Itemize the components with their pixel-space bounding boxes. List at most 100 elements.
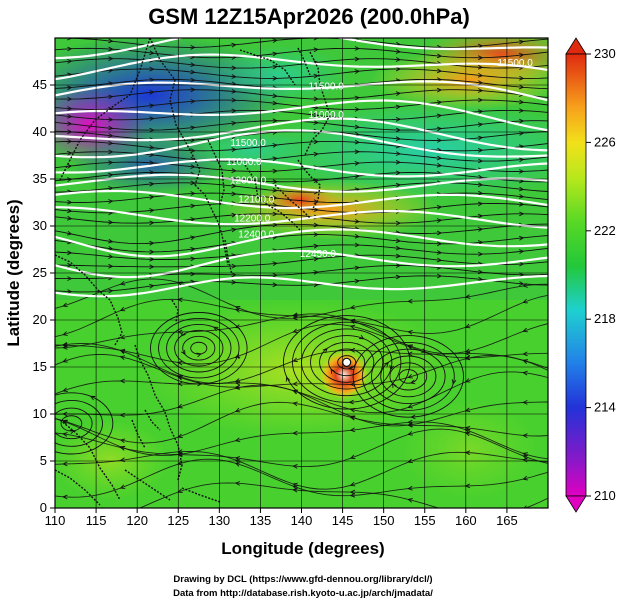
- streamline-arrow: [62, 331, 68, 336]
- streamline-arrow: [322, 347, 328, 353]
- streamline-arrow: [522, 433, 528, 438]
- vortex-streamline: [190, 341, 208, 355]
- streamline-arrow: [354, 106, 361, 112]
- map-title: GSM 12Z15Apr2026 (200.0hPa): [148, 4, 470, 29]
- streamline-arrow: [349, 382, 356, 387]
- streamline-arrow: [522, 359, 528, 364]
- streamline-arrow: [190, 235, 196, 241]
- colorbar-tick-label: 230: [594, 46, 616, 61]
- streamline-arrow: [348, 399, 354, 405]
- height-contour-line: [55, 38, 548, 60]
- streamline-arrow: [49, 403, 53, 407]
- streamline-arrow: [436, 273, 443, 279]
- y-tick-label: 5: [40, 453, 47, 468]
- streamline-arrow: [395, 253, 402, 259]
- streamline-arrow: [522, 454, 528, 460]
- streamline-arrow: [407, 329, 413, 335]
- streamline-arrow: [67, 250, 73, 256]
- streamline-arrow: [62, 302, 68, 308]
- streamline-arrow: [407, 351, 413, 357]
- streamline-arrow: [313, 207, 319, 212]
- streamline-arrow: [354, 242, 361, 248]
- streamline-arrow: [313, 112, 319, 118]
- streamline-arrow: [436, 250, 443, 255]
- streamline-arrow: [522, 298, 528, 304]
- streamline-arrow: [231, 108, 237, 114]
- streamline-arrow: [67, 163, 73, 169]
- streamline-arrow: [67, 121, 73, 126]
- streamline-arrow: [436, 218, 443, 223]
- x-tick-label: 125: [167, 513, 189, 528]
- x-tick-label: 110: [45, 513, 66, 528]
- streamline-arrow: [292, 389, 298, 395]
- streamline-arrow: [67, 199, 73, 205]
- streamline-arrow: [313, 151, 319, 157]
- streamline-arrow: [477, 227, 484, 232]
- streamline-arrow: [108, 56, 114, 62]
- colorbar-tick-label: 218: [594, 311, 616, 326]
- streamline-arrow: [354, 233, 361, 239]
- streamline-arrow: [108, 186, 114, 191]
- vortex-streamline: [55, 392, 114, 455]
- streamline-arrow: [313, 47, 319, 53]
- streamline-arrow: [477, 80, 484, 85]
- streamline-arrow: [272, 93, 278, 99]
- streamline-arrow: [149, 66, 155, 72]
- streamline-arrow: [66, 230, 73, 236]
- y-tick-label: 30: [33, 218, 47, 233]
- streamline-arrow: [395, 91, 402, 96]
- streamline-arrow: [436, 113, 443, 119]
- streamline-arrow: [395, 136, 402, 142]
- x-tick-label: 160: [455, 513, 477, 528]
- streamline-arrow: [313, 120, 319, 125]
- streamline-arrow: [436, 100, 443, 105]
- streamline-arrow: [292, 312, 298, 318]
- credit-data: Data from http://database.rish.kyoto-u.a…: [173, 588, 433, 599]
- streamline-arrow: [477, 43, 484, 49]
- streamline-arrow: [62, 494, 68, 500]
- streamline-arrow: [190, 164, 196, 169]
- streamline-arrow: [519, 211, 525, 217]
- x-tick-label: 130: [208, 513, 230, 528]
- colorbar-tick-label: 222: [594, 223, 616, 238]
- streamline-arrow: [391, 382, 397, 388]
- streamline-arrow: [395, 182, 402, 188]
- streamline-arrow: [62, 358, 68, 363]
- streamline-arrow: [108, 263, 114, 269]
- streamline-arrow: [272, 143, 278, 148]
- streamline-arrow: [119, 484, 126, 489]
- streamline-arrow: [436, 155, 443, 161]
- streamline-arrow: [272, 75, 278, 81]
- streamline-arrow: [354, 46, 361, 51]
- streamline-arrow: [436, 53, 443, 59]
- y-tick-label: 45: [33, 77, 47, 92]
- streamline-arrow: [231, 74, 237, 79]
- streamline-arrow: [522, 370, 528, 376]
- streamline-arrow: [407, 345, 413, 350]
- streamline-arrow: [519, 201, 525, 207]
- streamline-arrow: [272, 261, 278, 266]
- streamline-arrow: [108, 254, 114, 259]
- streamline-arrow: [62, 420, 68, 425]
- streamline-arrow: [231, 65, 237, 71]
- y-tick-label: 0: [40, 500, 47, 515]
- streamline-arrow: [62, 461, 68, 467]
- streamline-arrow: [519, 157, 525, 163]
- credit-drawing: Drawing by DCL (https://www.gfd-dennou.o…: [173, 574, 432, 585]
- streamline-arrow: [272, 64, 278, 70]
- streamline-arrow: [190, 217, 196, 222]
- vortex-streamline: [371, 348, 446, 405]
- streamline-arrow: [180, 331, 186, 337]
- vortex-streamline: [60, 415, 83, 432]
- streamline-arrow: [119, 378, 126, 384]
- streamline-arrow: [519, 169, 525, 174]
- streamline-arrow: [149, 50, 155, 56]
- streamline-arrow: [62, 432, 68, 437]
- streamline-arrow: [313, 222, 319, 228]
- streamline-arrow: [67, 150, 73, 156]
- streamline-arrow: [478, 55, 484, 61]
- streamline-arrow: [313, 270, 319, 275]
- streamline-arrow: [234, 481, 241, 486]
- streamline-arrow: [190, 137, 196, 143]
- y-tick-label: 15: [33, 359, 47, 374]
